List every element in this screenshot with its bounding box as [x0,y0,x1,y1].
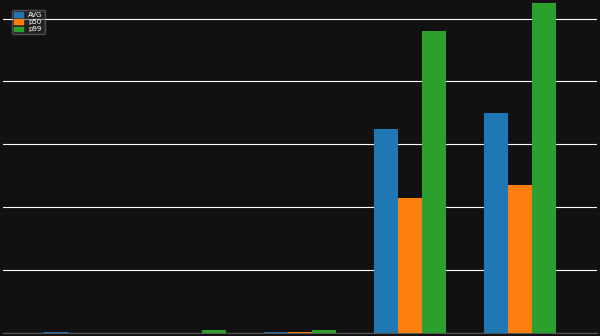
Bar [44,332,68,333]
Bar [263,332,288,333]
Bar [374,129,398,333]
Bar [398,198,422,333]
Bar [508,185,532,333]
Bar [532,0,556,333]
Bar [484,113,508,333]
Bar [202,330,226,333]
Bar [422,31,446,333]
Bar [288,332,312,333]
Legend: AVG, p50, p99: AVG, p50, p99 [12,9,44,35]
Bar [312,330,337,333]
